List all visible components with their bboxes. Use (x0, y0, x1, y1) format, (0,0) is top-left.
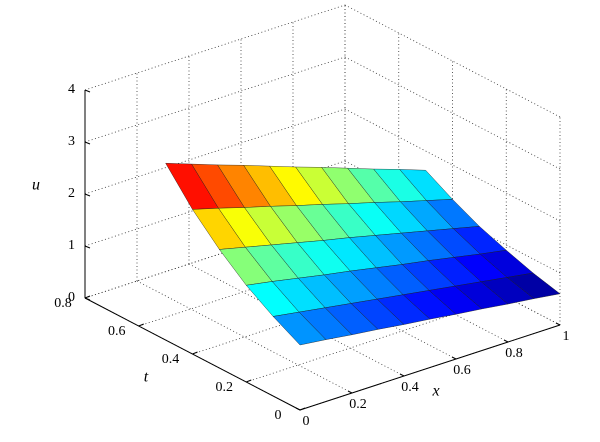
z-tick (84, 141, 91, 145)
x-tick (555, 322, 561, 326)
y-tick-label: 0.8 (54, 296, 72, 311)
y-tick-label: 0.6 (108, 324, 126, 339)
surface-patch (506, 272, 561, 299)
grid-line (344, 56, 561, 170)
y-tick-label: 0.2 (216, 380, 234, 395)
grid-line (84, 56, 346, 143)
x-axis-label: x (431, 383, 439, 400)
x-tick-label: 0.2 (349, 397, 367, 412)
x-tick-label: 0.4 (401, 380, 419, 395)
grid-line (84, 4, 346, 91)
z-tick (84, 245, 91, 249)
z-tick (84, 89, 91, 93)
y-tick (246, 379, 252, 383)
z-tick-label: 2 (68, 186, 75, 201)
z-axis-label: u (32, 177, 40, 194)
z-tick-label: 1 (68, 238, 75, 253)
y-tick (192, 351, 198, 355)
y-tick (84, 295, 91, 299)
x-tick-label: 0.8 (505, 346, 523, 361)
x-tick (399, 373, 405, 377)
x-tick-label: 1 (563, 329, 570, 344)
x-tick-label: 0 (303, 414, 310, 429)
y-tick-label: 0.4 (162, 352, 180, 367)
x-tick (451, 356, 457, 360)
x-tick (503, 339, 509, 343)
z-tick-label: 0 (68, 290, 75, 305)
grid-line (84, 108, 346, 195)
y-axis-label: t (144, 369, 149, 386)
y-tick (299, 407, 306, 411)
z-tick-label: 3 (68, 134, 75, 149)
y-tick-label: 0 (275, 408, 282, 423)
z-tick-label: 4 (68, 82, 75, 97)
z-tick (84, 193, 91, 197)
x-tick (347, 390, 353, 394)
x-tick-label: 0.6 (453, 363, 471, 378)
y-tick (138, 323, 144, 327)
x-axis (299, 324, 561, 411)
x-tick (295, 407, 301, 411)
z-tick (84, 297, 91, 301)
